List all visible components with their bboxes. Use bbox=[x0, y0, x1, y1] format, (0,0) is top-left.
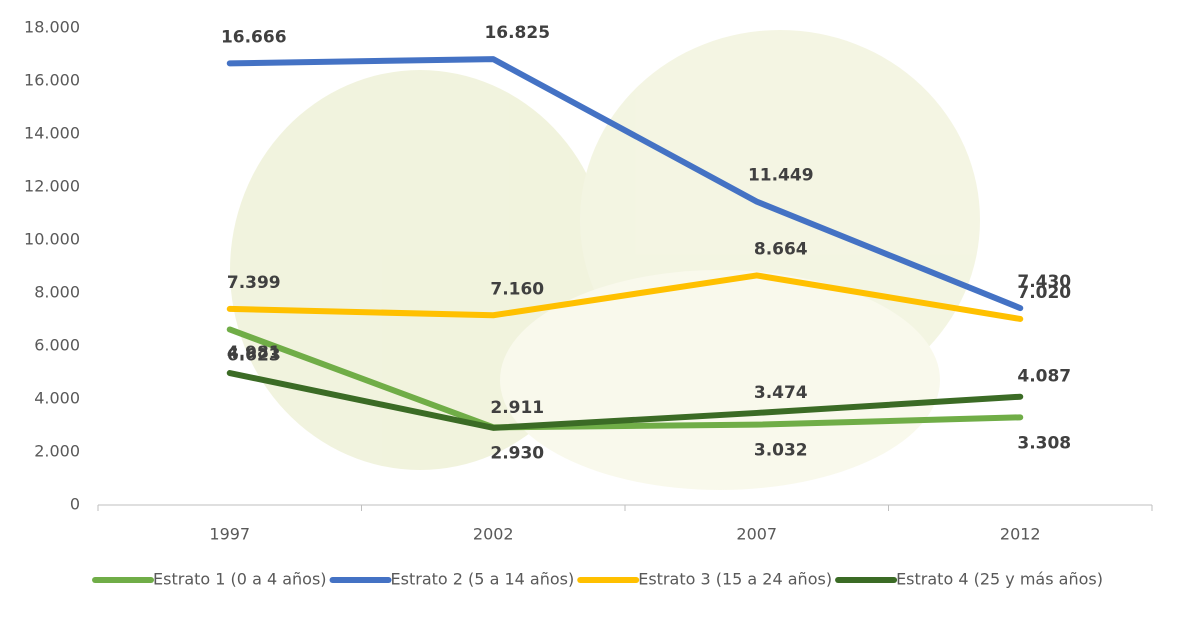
legend-label: Estrato 3 (15 a 24 años) bbox=[638, 570, 832, 589]
y-tick-label: 4.000 bbox=[34, 389, 80, 408]
y-tick-label: 6.000 bbox=[34, 336, 80, 355]
legend-label: Estrato 1 (0 a 4 años) bbox=[153, 570, 327, 589]
data-label: 2.911 bbox=[490, 398, 544, 418]
data-label: 3.032 bbox=[754, 441, 808, 461]
data-label: 6.623 bbox=[227, 345, 281, 365]
series-line bbox=[226, 272, 1024, 322]
data-label: 3.474 bbox=[754, 383, 808, 403]
legend-label: Estrato 4 (25 y más años) bbox=[896, 570, 1103, 589]
data-label: 7.020 bbox=[1017, 283, 1071, 303]
data-label: 16.825 bbox=[484, 23, 550, 43]
y-tick-label: 12.000 bbox=[24, 177, 80, 196]
x-tick-label: 2007 bbox=[736, 525, 777, 544]
data-label: 8.664 bbox=[754, 239, 808, 259]
y-tick-label: 8.000 bbox=[34, 283, 80, 302]
data-label: 3.308 bbox=[1017, 433, 1071, 453]
background-decoration bbox=[230, 30, 980, 490]
y-tick-label: 10.000 bbox=[24, 230, 80, 249]
series-line bbox=[226, 326, 1024, 431]
legend-label: Estrato 2 (5 a 14 años) bbox=[391, 570, 575, 589]
data-label: 11.449 bbox=[748, 166, 814, 186]
data-label: 7.399 bbox=[227, 273, 281, 293]
x-tick-label: 2012 bbox=[1000, 525, 1041, 544]
data-label: 4.087 bbox=[1017, 367, 1071, 387]
y-tick-label: 16.000 bbox=[24, 71, 80, 90]
x-tick-label: 2002 bbox=[473, 525, 514, 544]
y-tick-label: 14.000 bbox=[24, 124, 80, 143]
y-tick-label: 2.000 bbox=[34, 442, 80, 461]
data-label: 16.666 bbox=[221, 27, 287, 47]
x-tick-label: 1997 bbox=[209, 525, 250, 544]
data-label: 4.981 bbox=[227, 343, 281, 363]
y-tick-label: 18.000 bbox=[24, 18, 80, 37]
series-line bbox=[226, 56, 1024, 312]
data-label: 2.930 bbox=[490, 443, 544, 463]
y-tick-label: 0 bbox=[70, 495, 80, 514]
legend: Estrato 1 (0 a 4 años) Estrato 2 (5 a 14 … bbox=[92, 570, 1103, 589]
data-label: 7.160 bbox=[490, 279, 544, 299]
series-line bbox=[226, 370, 1024, 431]
data-label: 7.430 bbox=[1017, 272, 1071, 292]
